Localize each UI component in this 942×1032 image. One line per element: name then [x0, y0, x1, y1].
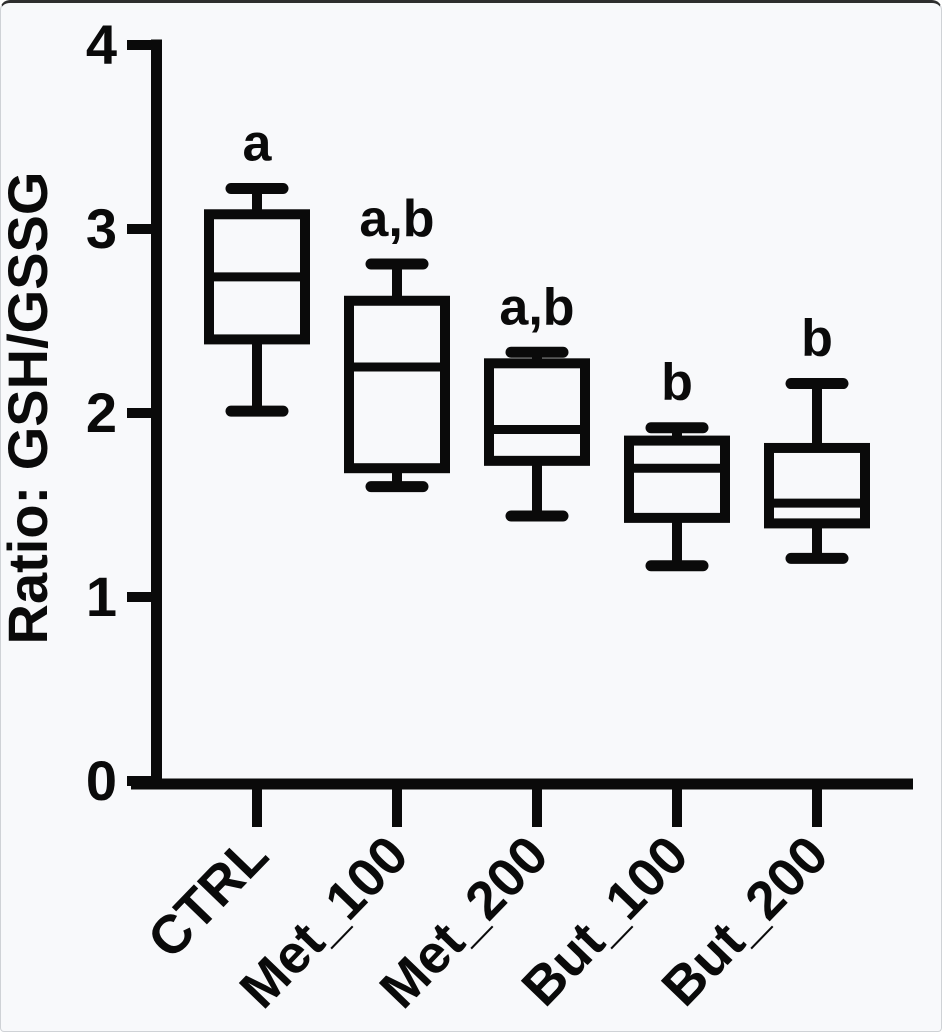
y-tick-label: 2 — [86, 381, 117, 444]
iqr-box — [624, 435, 730, 523]
y-tick-label: 3 — [86, 197, 117, 260]
chart-canvas: Ratio: GSH/GSSG 01234aCTRLa,bMet_100a,bM… — [1, 13, 913, 1020]
significance-label: b — [801, 310, 833, 368]
chart-body: 01234aCTRLa,bMet_100a,bMet_200bBut_100bB… — [86, 13, 913, 1020]
iqr-box — [764, 442, 870, 529]
significance-label: a,b — [499, 278, 574, 336]
y-axis-title: Ratio: GSH/GSSG — [1, 172, 59, 645]
y-tick-label: 4 — [86, 13, 117, 76]
significance-label: a,b — [359, 190, 434, 248]
iqr-box — [344, 295, 450, 474]
y-tick-label: 1 — [86, 565, 117, 628]
y-tick-label: 0 — [86, 749, 117, 812]
iqr-box — [484, 358, 590, 466]
significance-label: b — [661, 354, 693, 412]
significance-label: a — [243, 115, 273, 173]
